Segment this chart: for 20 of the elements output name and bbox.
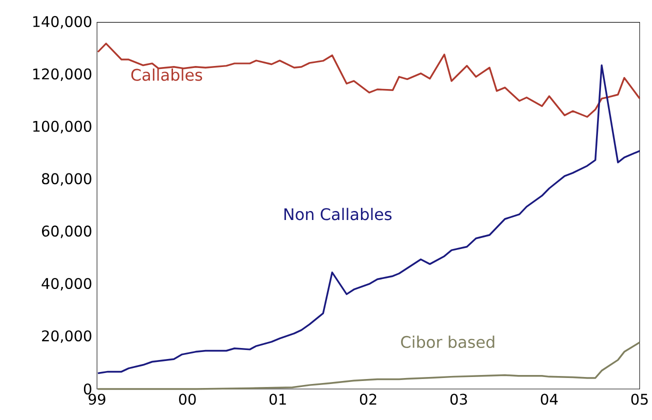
y-tick-label: 140,000 [33, 16, 92, 29]
y-tick-label: 20,000 [42, 330, 92, 343]
x-tick-label: 00 [179, 394, 196, 405]
x-tick-label: 03 [450, 394, 467, 405]
line-series [97, 42, 641, 118]
y-tick-label: 80,000 [42, 173, 92, 186]
series-label: Cibor based [401, 336, 494, 348]
x-tick-label: 02 [360, 394, 376, 405]
line-series [97, 64, 641, 374]
text: Non Callables [284, 208, 392, 220]
y-tick-label: 0 [84, 383, 92, 395]
x-tick-label: 99 [88, 394, 106, 405]
y-tick-label: 100,000 [33, 120, 92, 134]
y-tick-label: 120,000 [33, 68, 92, 81]
x-tick-label: 05 [631, 394, 648, 405]
y-tick-label: 40,000 [42, 278, 92, 291]
x-tick-label: 04 [540, 394, 558, 405]
series-label: Callables [131, 68, 202, 81]
x-tick-label: 01 [270, 394, 286, 405]
y-tick-label: 60,000 [42, 226, 92, 238]
